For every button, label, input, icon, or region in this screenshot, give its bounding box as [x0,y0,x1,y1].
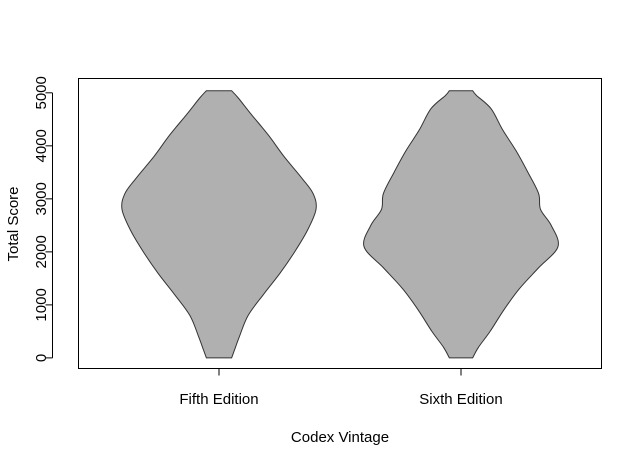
y-tick-label: 1000 [33,288,50,321]
y-tick-label: 4000 [33,129,50,162]
y-tick-label: 3000 [33,182,50,215]
violin-sixth-edition [363,90,559,359]
y-tick-label: 2000 [33,235,50,268]
x-tick-label: Fifth Edition [179,391,258,408]
x-tick-label: Sixth Edition [419,391,502,408]
y-axis: 0 1000 2000 3000 4000 5000 [33,76,53,362]
y-axis-label: Total Score [5,186,22,261]
violin-fifth-edition [121,90,317,359]
violin-group [121,90,559,359]
x-axis-label: Codex Vintage [291,429,389,446]
x-axis: Fifth Edition Sixth Edition [179,368,503,408]
y-tick-label: 0 [33,354,50,362]
y-tick-label: 5000 [33,76,50,109]
